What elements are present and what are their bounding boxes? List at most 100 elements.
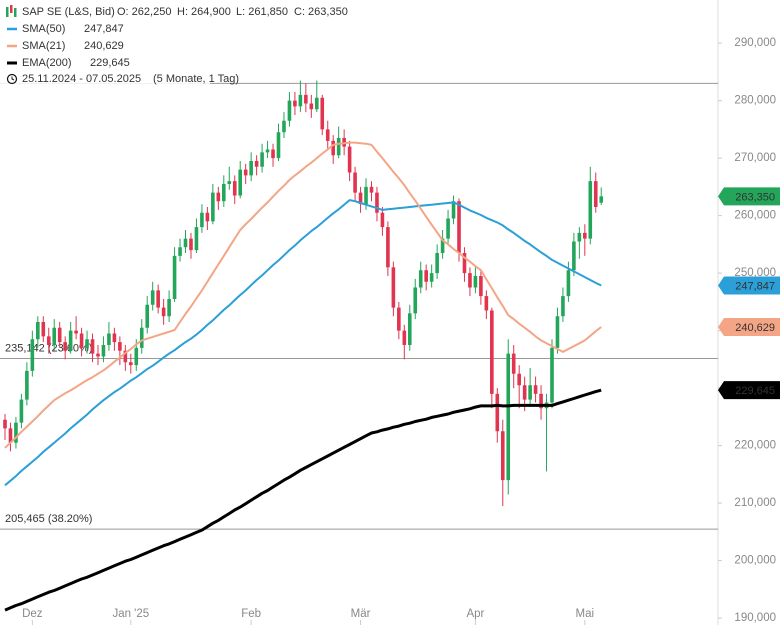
candle-body <box>112 333 117 343</box>
candle-body <box>243 169 248 176</box>
candle-body <box>46 336 51 345</box>
candle-body <box>380 212 385 228</box>
x-tick-label: Apr <box>466 608 484 620</box>
candle-body <box>287 100 292 121</box>
candle-body <box>550 347 554 403</box>
candle-body <box>156 290 160 308</box>
title-icon <box>6 7 9 17</box>
candle-body <box>369 186 374 193</box>
candle-body <box>282 120 286 133</box>
candle-body <box>293 100 297 107</box>
indicator-badge <box>718 381 780 400</box>
candle-body <box>506 353 511 481</box>
indicator-line <box>4 388 602 612</box>
candle-body <box>429 273 434 282</box>
candle-body <box>593 181 598 207</box>
x-tick-label: Dez <box>22 608 43 620</box>
indicator-line <box>4 199 602 487</box>
candle-body <box>358 192 363 205</box>
clock-icon <box>11 76 15 81</box>
candle-body <box>451 201 456 219</box>
candle-body <box>211 192 215 222</box>
candle-body <box>260 152 264 167</box>
candle-body <box>490 310 494 394</box>
candle-body <box>424 270 428 282</box>
candle-body <box>457 201 461 253</box>
candle-body <box>68 330 73 351</box>
title-icon <box>14 8 17 17</box>
price-badge-label: 263,350 <box>735 191 775 203</box>
candle-body <box>216 192 221 202</box>
candle-body <box>599 196 604 203</box>
y-tick-label: 270,000 <box>734 152 776 164</box>
indicator-badge-label: 229,645 <box>735 385 775 397</box>
title-icon <box>10 5 13 13</box>
candle-body <box>85 339 89 348</box>
candle-body <box>555 316 560 348</box>
price-badge <box>718 187 780 206</box>
candle-body <box>107 333 111 345</box>
indicator-badge <box>718 317 780 336</box>
candle-body <box>314 97 319 110</box>
candle-body <box>386 227 390 268</box>
ohlc-label: L: 261,850 <box>236 6 288 18</box>
candle-body <box>30 339 35 371</box>
candle-body <box>74 330 78 334</box>
ohlc-label: H: 264,900 <box>177 6 231 18</box>
candle-body <box>183 238 188 248</box>
candle-body <box>96 353 100 357</box>
y-tick-label: 220,000 <box>734 440 776 452</box>
legend-bg <box>0 2 210 88</box>
candle-body <box>167 298 171 317</box>
candle-body <box>52 327 57 345</box>
ohlc-label: O: 262,250 <box>117 6 171 18</box>
indicator-badge-label: 240,629 <box>735 322 775 334</box>
candle-body <box>539 393 543 409</box>
candle-body <box>407 313 412 345</box>
candle-body <box>325 129 330 141</box>
candle-body <box>495 393 500 432</box>
candle-body <box>309 103 314 110</box>
candle-body <box>139 327 144 348</box>
y-tick-label: 280,000 <box>734 95 776 107</box>
legend-name: SMA(50) <box>22 23 65 35</box>
candle-body <box>583 232 587 239</box>
level-label: 205,465 (38.20%) <box>5 513 92 525</box>
y-tick-label: 290,000 <box>734 37 776 49</box>
candle-body <box>418 270 423 288</box>
candle-body <box>57 327 62 343</box>
title: SAP SE (L&S, Bid) <box>22 6 115 18</box>
x-tick-label: Feb <box>241 608 261 620</box>
ohlc-label: C: 263,350 <box>294 6 348 18</box>
candle-body <box>468 273 472 288</box>
candle-body <box>440 238 445 253</box>
y-tick-label: 190,000 <box>734 612 776 624</box>
period-note: (5 Monate, 1 Tag) <box>153 73 239 85</box>
candle-body <box>413 287 418 314</box>
candle-body <box>577 232 582 242</box>
period: 25.11.2024 - 07.05.2025 <box>22 73 141 85</box>
candle-body <box>347 146 352 173</box>
candle-body <box>446 218 450 239</box>
legend-name: SMA(21) <box>22 40 65 52</box>
legend-value: 229,645 <box>90 57 130 69</box>
candle-body <box>500 431 505 481</box>
x-tick-label: Mai <box>576 608 595 620</box>
candle-body <box>238 169 243 196</box>
candle-body <box>232 181 237 196</box>
candle-body <box>320 97 325 130</box>
candle-body <box>331 140 335 156</box>
candle-body <box>189 238 193 251</box>
candle-body <box>402 330 407 345</box>
candle-body <box>123 350 128 363</box>
candle-body <box>41 321 46 337</box>
candle-body <box>8 428 13 443</box>
candle-body <box>90 339 95 354</box>
y-tick-label: 250,000 <box>734 267 776 279</box>
candle-body <box>265 149 270 153</box>
candle-body <box>353 172 357 193</box>
candle-body <box>134 347 139 366</box>
candle-body <box>150 290 155 305</box>
candle-body <box>178 247 182 256</box>
candle-body <box>473 275 478 288</box>
